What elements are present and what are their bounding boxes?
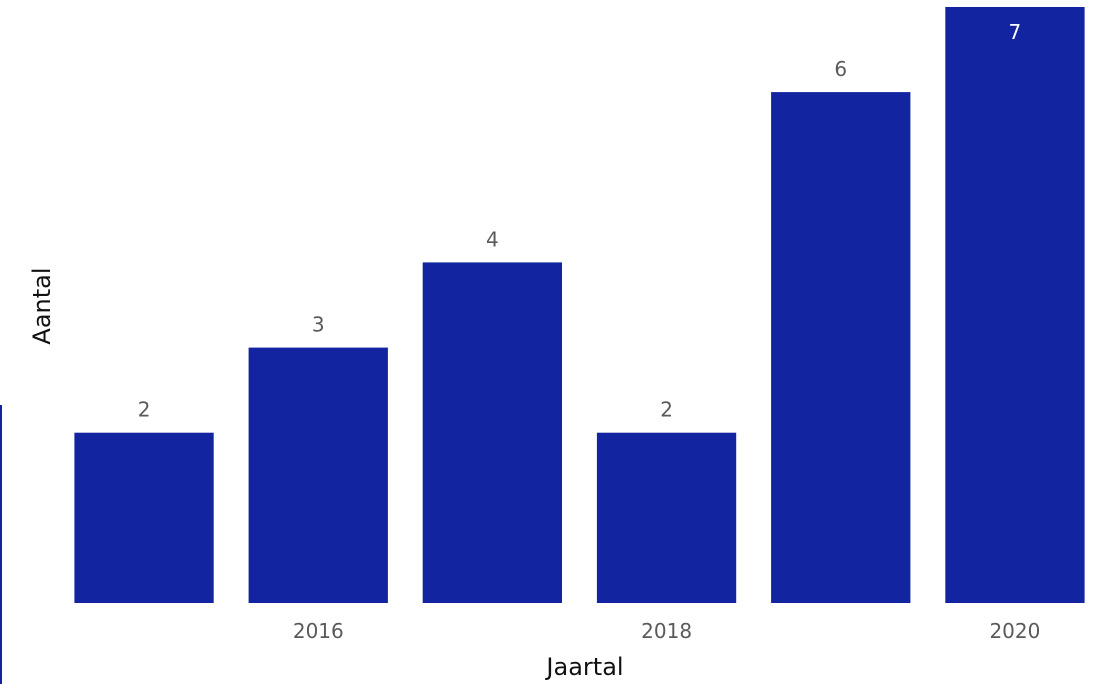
bar-2018[interactable] (596, 432, 737, 603)
x-tick-labels-group: 2016 2018 2020 (293, 619, 1041, 643)
bar-2016[interactable] (248, 347, 388, 603)
x-tick-label-2020: 2020 (989, 619, 1040, 643)
bar-2017[interactable] (422, 262, 562, 603)
left-edge-accent (0, 405, 2, 684)
data-label-2017: 4 (486, 227, 499, 251)
data-label-2019: 6 (834, 57, 847, 81)
data-label-2016: 3 (312, 313, 325, 337)
bars-group (74, 7, 1085, 603)
x-tick-label-2016: 2016 (293, 619, 344, 643)
y-axis-title: Aantal (28, 267, 56, 344)
x-tick-label-2018: 2018 (641, 619, 692, 643)
bar-2020[interactable] (945, 7, 1085, 603)
x-axis-title: Jaartal (544, 653, 623, 681)
data-label-2018: 2 (660, 398, 673, 422)
data-label-2015: 2 (138, 398, 151, 422)
bar-2019[interactable] (771, 92, 911, 603)
data-labels-group: 2 3 4 2 6 7 (138, 20, 1022, 422)
bar-2015[interactable] (74, 432, 214, 603)
data-label-2020: 7 (1009, 20, 1022, 44)
